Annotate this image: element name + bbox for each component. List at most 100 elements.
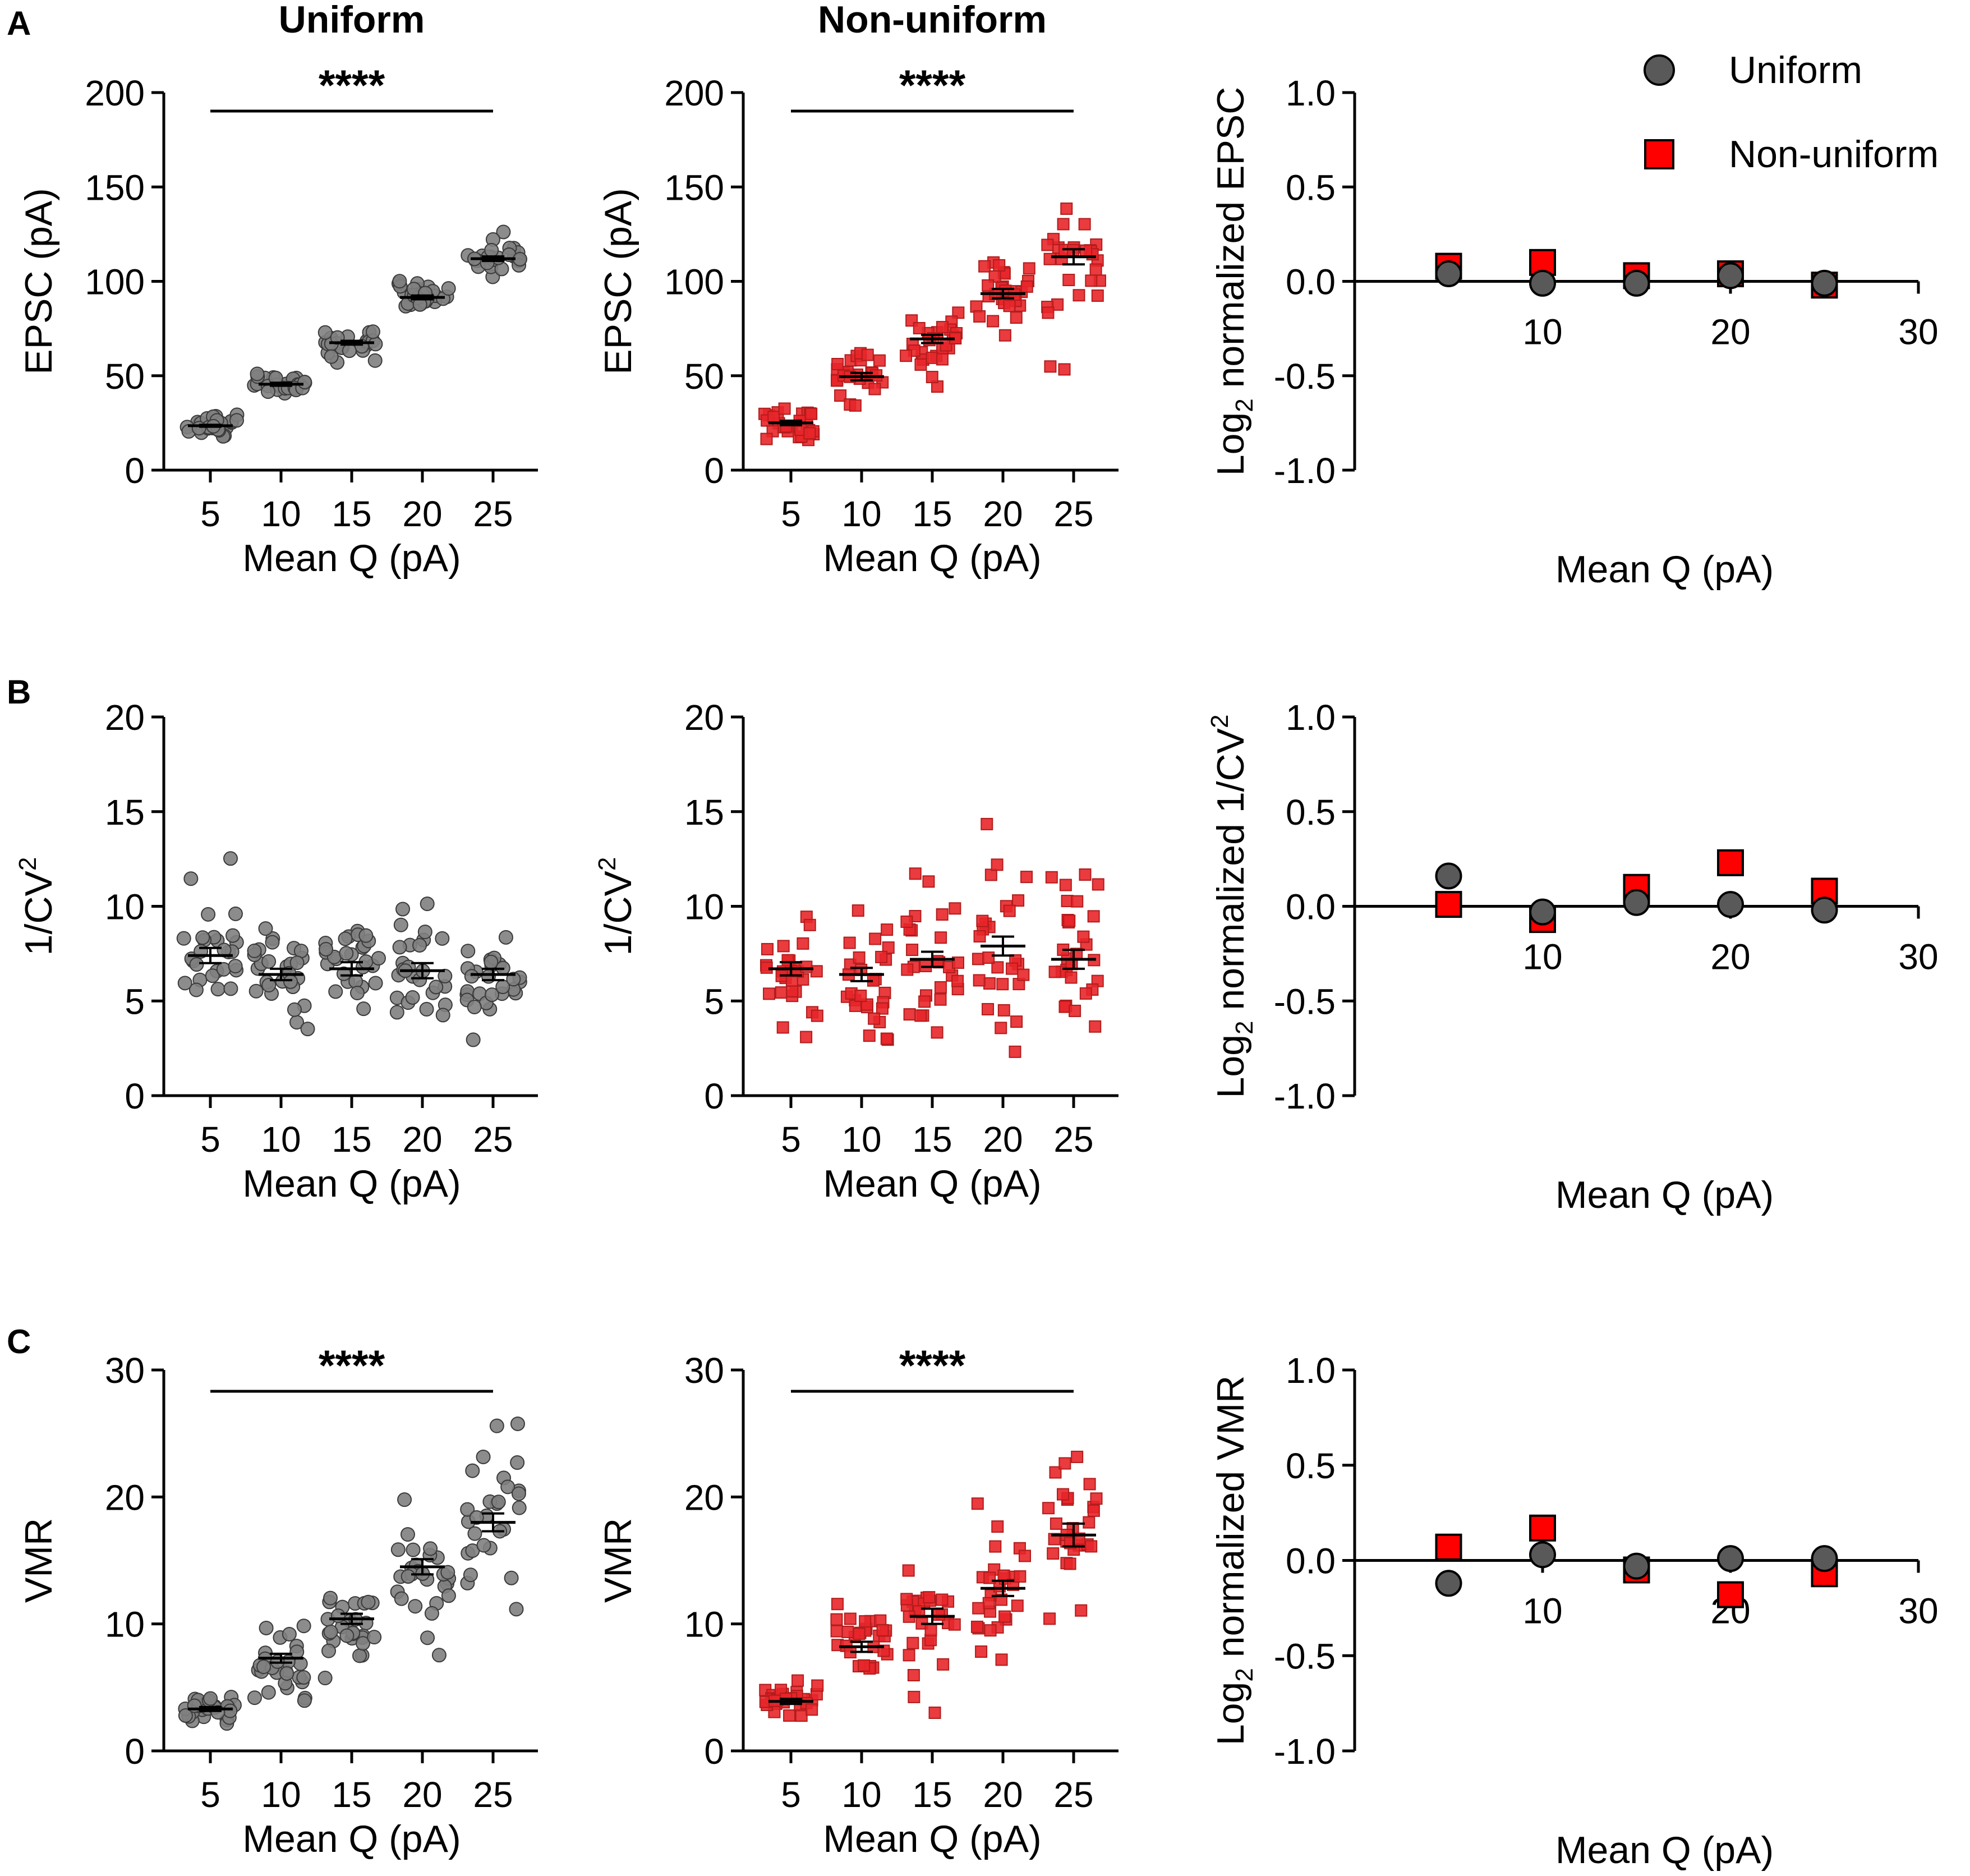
- data-point: [176, 931, 191, 946]
- y-tick-label: 20: [684, 697, 724, 738]
- data-point: [869, 932, 882, 945]
- data-point: [1010, 1015, 1023, 1028]
- data-point-uniform: [1717, 891, 1744, 918]
- data-point: [358, 928, 374, 943]
- data-point: [423, 1541, 438, 1556]
- chart-title: Non-uniform: [818, 0, 1047, 41]
- x-axis-label: Mean Q (pA): [823, 1162, 1041, 1205]
- data-point: [936, 1593, 949, 1606]
- data-point-nonuniform: [1717, 849, 1744, 876]
- data-point: [991, 1520, 1004, 1533]
- y-axis-label: 1/CV2: [14, 857, 60, 956]
- x-tick-label: 15: [332, 1774, 371, 1815]
- data-point: [441, 281, 456, 296]
- data-point: [289, 955, 305, 971]
- data-point: [903, 1649, 915, 1662]
- data-point: [937, 1658, 950, 1671]
- data-point: [983, 977, 996, 990]
- y-tick-label: 0.5: [1286, 1446, 1336, 1486]
- data-point: [203, 1691, 218, 1706]
- y-tick-label: 5: [125, 981, 145, 1022]
- data-point: [178, 1708, 193, 1723]
- data-point: [909, 867, 922, 880]
- data-point: [948, 1618, 961, 1631]
- data-point: [1079, 868, 1092, 881]
- data-point: [982, 1597, 995, 1610]
- data-point: [504, 1570, 519, 1585]
- y-axis-label-main: 1/CV: [597, 871, 639, 956]
- data-point: [339, 1628, 355, 1643]
- data-point: [906, 944, 919, 957]
- data-point: [1009, 1045, 1021, 1058]
- data-point: [767, 411, 780, 424]
- data-point: [1014, 1570, 1027, 1583]
- data-point-uniform: [1435, 1570, 1462, 1597]
- data-point: [484, 987, 499, 1003]
- data-point: [1011, 1599, 1024, 1612]
- data-point: [1020, 280, 1033, 293]
- x-tick-label: 15: [912, 1119, 952, 1160]
- y-tick-label: 0.5: [1286, 792, 1336, 833]
- data-point: [1042, 306, 1055, 319]
- y-axis-label-sup: 2: [1206, 715, 1233, 728]
- data-point: [853, 1627, 866, 1640]
- data-point: [932, 1608, 945, 1621]
- data-point: [412, 937, 427, 953]
- data-point: [858, 1659, 871, 1672]
- data-point-uniform: [1435, 862, 1462, 890]
- data-point-uniform: [1529, 269, 1556, 297]
- data-point: [1085, 274, 1098, 287]
- data-point: [1063, 914, 1076, 927]
- data-point: [365, 324, 380, 339]
- y-axis-label: VMR: [17, 1518, 60, 1603]
- x-tick-label: 5: [781, 1774, 801, 1815]
- data-point: [1045, 871, 1058, 884]
- data-point: [323, 1624, 338, 1639]
- data-point: [424, 1606, 439, 1621]
- data-point: [1092, 878, 1104, 891]
- data-point: [484, 954, 499, 969]
- data-point: [328, 984, 343, 999]
- data-point: [951, 974, 964, 987]
- x-tick-label: 10: [1522, 937, 1562, 977]
- data-point: [996, 978, 1009, 991]
- x-tick-label: 5: [781, 494, 801, 534]
- y-tick-label: 100: [85, 262, 145, 302]
- data-point: [1023, 262, 1035, 275]
- x-axis-label: Mean Q (pA): [1555, 1829, 1774, 1872]
- y-axis-label-sub: 2: [1231, 1668, 1258, 1681]
- data-point: [873, 354, 886, 367]
- y-tick-label: 20: [105, 1477, 145, 1518]
- data-point: [352, 1648, 367, 1663]
- chart-c-nonuniform: 0 10 20 30 5 10 15 20 25 Mean Q (pA) VMR ****: [597, 1342, 1119, 1860]
- data-point: [1059, 879, 1072, 891]
- data-point: [510, 1416, 525, 1431]
- data-point: [783, 1709, 796, 1722]
- y-axis-label-main: Log: [1209, 1682, 1252, 1745]
- data-point: [324, 349, 339, 364]
- data-point: [1020, 871, 1033, 884]
- data-point: [1043, 252, 1056, 265]
- data-point: [1090, 1492, 1103, 1505]
- data-point: [188, 982, 204, 997]
- x-tick-label: 20: [983, 1119, 1023, 1160]
- y-axis-label-main: 1/CV: [17, 871, 60, 956]
- data-point: [339, 946, 354, 961]
- data-point: [972, 1602, 985, 1615]
- x-axis-label: Mean Q (pA): [823, 537, 1041, 580]
- data-point: [420, 1630, 435, 1645]
- data-point: [1085, 1540, 1098, 1553]
- data-point: [440, 1565, 455, 1580]
- data-point: [317, 325, 333, 340]
- data-point: [431, 1648, 447, 1663]
- data-point: [205, 968, 220, 983]
- data-point: [400, 1527, 415, 1542]
- data-point: [419, 1001, 434, 1017]
- data-point: [800, 960, 813, 973]
- significance-stars: ****: [899, 1342, 966, 1390]
- x-tick-label: 5: [200, 494, 220, 534]
- data-point: [797, 937, 809, 950]
- data-point: [460, 1502, 475, 1517]
